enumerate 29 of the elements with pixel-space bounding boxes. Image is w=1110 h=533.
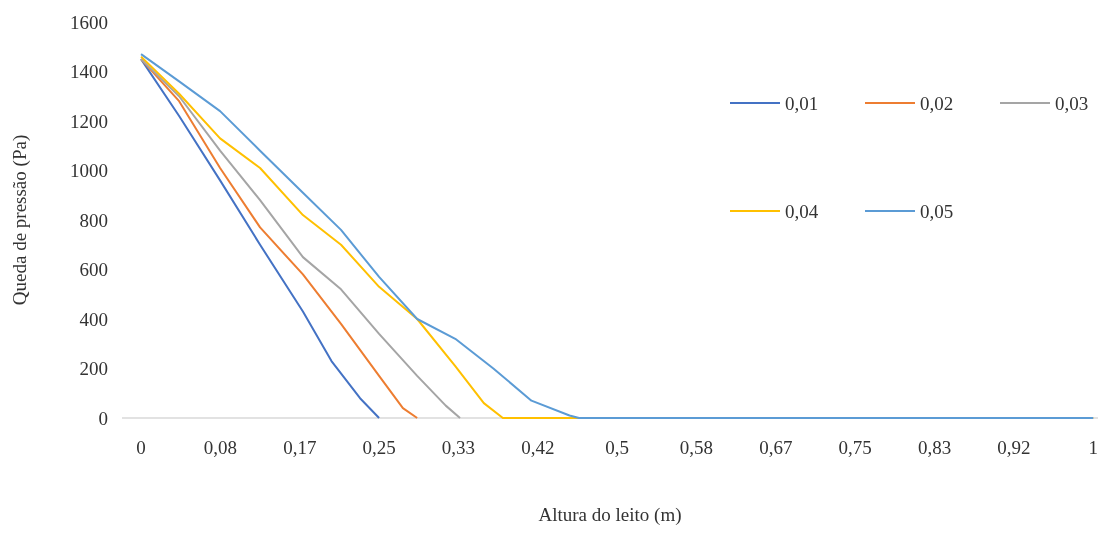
x-tick-label: 1: [1088, 437, 1098, 458]
x-tick-label: 0,75: [838, 437, 872, 458]
y-tick-label: 1200: [70, 110, 108, 132]
y-tick-label: 200: [79, 358, 108, 380]
legend-label: 0,05: [920, 200, 954, 222]
y-tick-label: 1600: [70, 11, 108, 33]
legend-label: 0,04: [785, 200, 819, 222]
x-tick-label: 0,92: [997, 437, 1031, 458]
x-tick-label: 0,08: [203, 437, 237, 458]
x-tick-label: 0,42: [521, 437, 555, 458]
y-tick-label: 0: [98, 407, 108, 429]
legend-label: 0,01: [785, 92, 819, 114]
x-tick-label: 0,83: [917, 437, 952, 458]
y-tick-label: 1400: [70, 61, 108, 83]
x-tick-label: 0,25: [362, 437, 396, 458]
y-tick-label: 1000: [70, 160, 108, 182]
x-tick-label: 0,67: [759, 437, 793, 458]
y-tick-label: 400: [79, 308, 108, 330]
y-tick-label: 600: [79, 259, 108, 281]
x-tick-label: 0: [136, 437, 146, 458]
x-tick-label: 0,58: [679, 437, 714, 458]
x-tick-label: 0,33: [441, 437, 476, 458]
x-tick-label: 0,17: [283, 437, 317, 458]
y-axis-title: Queda de pressão (Pa): [9, 134, 31, 306]
legend-label: 0,03: [1055, 92, 1089, 114]
legend-label: 0,02: [920, 92, 954, 114]
x-axis-title: Altura do leito (m): [538, 504, 682, 526]
y-tick-label: 800: [79, 209, 108, 231]
x-tick-label: 0,5: [605, 437, 630, 458]
